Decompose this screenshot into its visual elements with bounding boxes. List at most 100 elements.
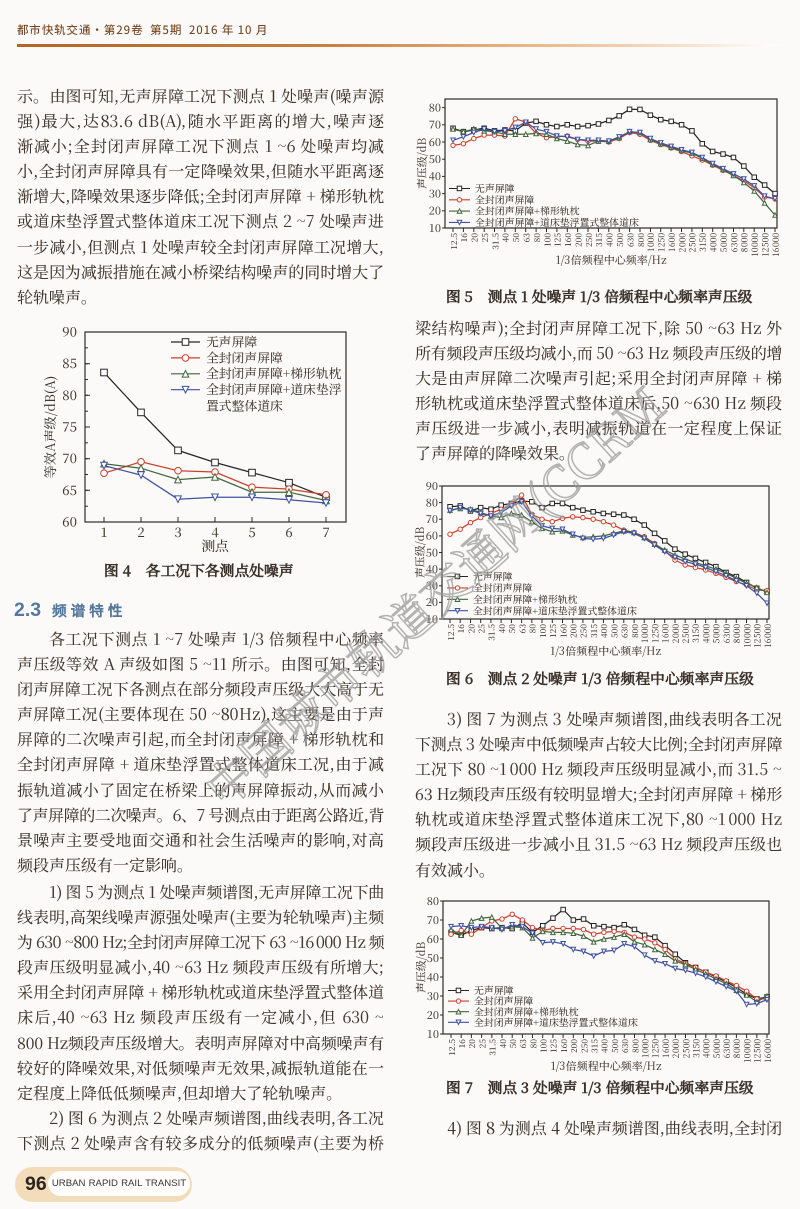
svg-text:400: 400 [604, 233, 616, 247]
svg-text:800: 800 [635, 233, 647, 247]
svg-text:85: 85 [62, 353, 77, 372]
svg-text:50: 50 [510, 233, 522, 243]
svg-text:10: 10 [426, 611, 438, 627]
svg-text:12.5: 12.5 [446, 1039, 458, 1056]
svg-text:4: 4 [211, 522, 219, 541]
svg-text:无声屏障: 无声屏障 [206, 331, 257, 350]
svg-text:8 000: 8 000 [731, 624, 743, 643]
svg-text:10: 10 [427, 1026, 439, 1042]
svg-text:1 250: 1 250 [650, 1039, 662, 1058]
svg-text:12 500: 12 500 [752, 624, 764, 647]
svg-text:3 150: 3 150 [690, 624, 702, 643]
svg-text:70: 70 [429, 117, 441, 133]
svg-text:60: 60 [426, 528, 438, 544]
svg-text:80: 80 [527, 624, 539, 634]
svg-text:声压级/dB: 声压级/dB [414, 138, 430, 189]
svg-text:无声屏障: 无声屏障 [473, 569, 513, 583]
svg-text:6: 6 [285, 522, 292, 541]
svg-text:31.5: 31.5 [486, 624, 498, 641]
svg-text:10 000: 10 000 [749, 233, 761, 256]
svg-text:160: 160 [558, 1039, 570, 1053]
svg-text:全封闭声屏障+梯形轨枕: 全封闭声屏障+梯形轨枕 [474, 1004, 579, 1018]
svg-text:8 000: 8 000 [739, 233, 751, 252]
svg-text:7: 7 [322, 522, 329, 541]
svg-text:1 600: 1 600 [660, 624, 672, 643]
svg-text:4 000: 4 000 [708, 233, 720, 252]
svg-text:25: 25 [479, 233, 491, 243]
svg-text:50: 50 [429, 151, 441, 167]
svg-text:100: 100 [541, 233, 553, 247]
svg-text:80: 80 [426, 494, 438, 510]
svg-text:全封闭声屏障+道床垫浮置式整体道床: 全封闭声屏障+道床垫浮置式整体道床 [473, 603, 637, 617]
svg-text:250: 250 [578, 624, 590, 638]
svg-text:315: 315 [589, 1039, 601, 1053]
svg-text:全封闭声屏障: 全封闭声屏障 [475, 192, 534, 206]
svg-text:800: 800 [629, 624, 641, 638]
svg-text:125: 125 [547, 624, 559, 638]
svg-text:40: 40 [497, 1039, 509, 1049]
svg-text:全封闭声屏障+道床垫浮置式整体道床: 全封闭声屏障+道床垫浮置式整体道床 [474, 1015, 638, 1029]
svg-text:12 500: 12 500 [759, 233, 771, 256]
svg-text:无声屏障: 无声屏障 [475, 181, 515, 195]
svg-text:5 000: 5 000 [711, 1039, 723, 1058]
svg-text:90: 90 [426, 478, 438, 494]
svg-text:1 600: 1 600 [660, 1039, 672, 1058]
svg-text:630: 630 [619, 1039, 631, 1053]
svg-text:100: 100 [537, 624, 549, 638]
svg-text:全封闭声屏障+梯形轨枕: 全封闭声屏障+梯形轨枕 [475, 204, 580, 218]
svg-text:30: 30 [426, 578, 438, 594]
svg-text:10 000: 10 000 [741, 624, 753, 647]
svg-text:全封闭声屏障+道床垫浮: 全封闭声屏障+道床垫浮 [206, 379, 341, 398]
svg-text:160: 160 [562, 233, 574, 247]
svg-text:8 000: 8 000 [731, 1039, 743, 1058]
svg-text:声压级/dB: 声压级/dB [412, 527, 428, 578]
svg-text:90: 90 [62, 322, 77, 341]
svg-text:20: 20 [465, 624, 477, 634]
svg-text:50: 50 [506, 624, 518, 634]
svg-text:25: 25 [476, 1039, 488, 1049]
svg-text:40: 40 [427, 969, 439, 985]
svg-text:等效A声级/dB(A): 等效A声级/dB(A) [40, 375, 59, 478]
svg-text:125: 125 [552, 233, 564, 247]
svg-text:500: 500 [608, 624, 620, 638]
svg-text:63: 63 [521, 233, 533, 243]
svg-text:80: 80 [527, 1039, 539, 1049]
svg-text:70: 70 [62, 448, 77, 467]
svg-text:16: 16 [455, 624, 467, 634]
svg-text:50: 50 [427, 950, 439, 966]
svg-text:3: 3 [174, 522, 181, 541]
svg-text:70: 70 [426, 511, 438, 527]
svg-text:1 000: 1 000 [640, 1039, 652, 1058]
svg-text:80: 80 [429, 99, 441, 115]
svg-text:1/3倍频程中心频率/Hz: 1/3倍频程中心频率/Hz [555, 252, 667, 268]
svg-text:65: 65 [62, 480, 77, 499]
svg-text:2 500: 2 500 [680, 624, 692, 643]
svg-text:全封闭声屏障: 全封闭声屏障 [474, 994, 533, 1008]
svg-text:1 600: 1 600 [666, 233, 678, 252]
svg-text:400: 400 [598, 624, 610, 638]
svg-text:500: 500 [614, 233, 626, 247]
svg-text:1/3倍频程中心频率/Hz: 1/3倍频程中心频率/Hz [550, 643, 662, 659]
svg-text:60: 60 [427, 931, 439, 947]
svg-text:4 000: 4 000 [701, 1039, 713, 1058]
svg-text:12 500: 12 500 [752, 1039, 764, 1062]
svg-text:80: 80 [62, 385, 77, 404]
svg-text:20: 20 [466, 1039, 478, 1049]
svg-text:80: 80 [427, 893, 439, 909]
svg-text:测点: 测点 [201, 535, 229, 555]
svg-text:250: 250 [578, 1039, 590, 1053]
svg-text:声压级/dB: 声压级/dB [413, 942, 429, 993]
svg-text:6 300: 6 300 [728, 233, 740, 252]
svg-text:250: 250 [583, 233, 595, 247]
svg-text:1 000: 1 000 [639, 624, 651, 643]
svg-text:16 000: 16 000 [770, 233, 782, 256]
svg-text:31.5: 31.5 [487, 1039, 499, 1056]
svg-text:80: 80 [531, 233, 543, 243]
svg-text:2 000: 2 000 [670, 624, 682, 643]
svg-text:100: 100 [538, 1039, 550, 1053]
svg-text:60: 60 [62, 512, 77, 531]
svg-text:5: 5 [248, 522, 255, 541]
svg-text:无声屏障: 无声屏障 [474, 983, 514, 997]
svg-text:5 000: 5 000 [711, 624, 723, 643]
svg-text:2 000: 2 000 [670, 1039, 682, 1058]
